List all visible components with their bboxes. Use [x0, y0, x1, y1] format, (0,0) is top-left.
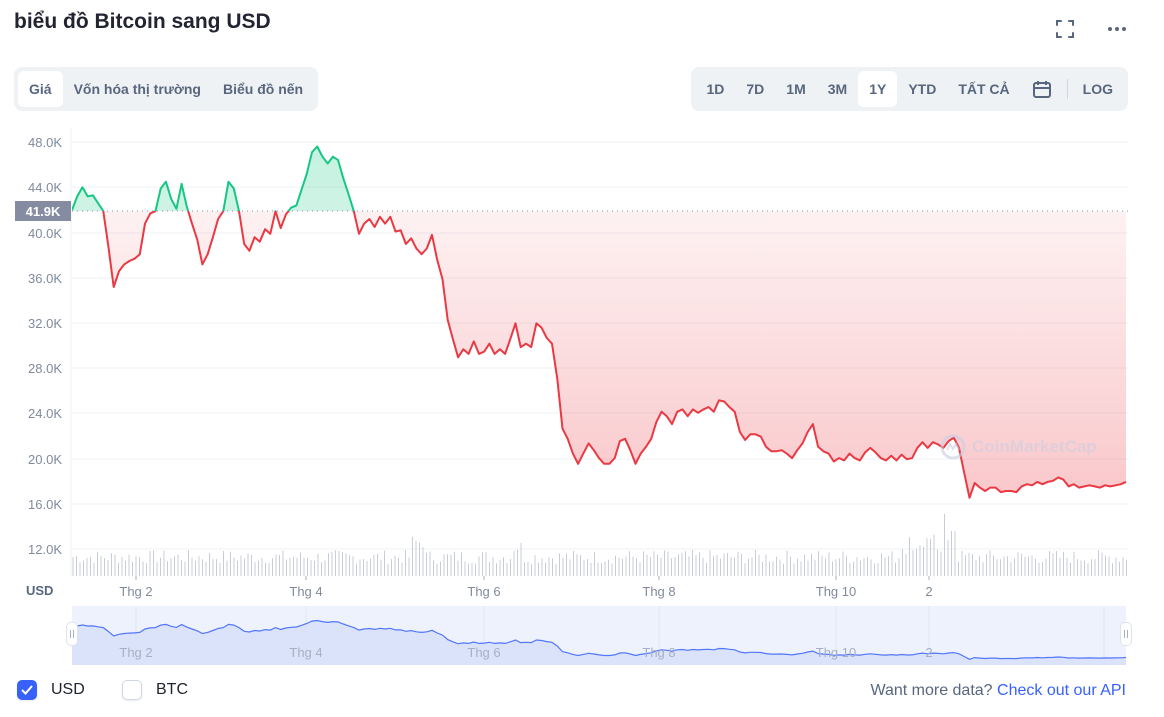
range-1y[interactable]: 1Y	[858, 71, 898, 107]
range-ytd[interactable]: YTD	[908, 81, 937, 97]
btc-checkbox[interactable]	[122, 680, 142, 700]
range-1d[interactable]: 1D	[706, 81, 725, 97]
btc-label: BTC	[156, 681, 188, 698]
x-tick: Thg 4	[289, 584, 323, 599]
usd-checkbox[interactable]	[17, 680, 37, 700]
range-1m[interactable]: 1M	[786, 81, 806, 97]
api-link[interactable]: Check out our API	[997, 682, 1126, 699]
range-all[interactable]: TẤT CẢ	[958, 81, 1010, 97]
range-tabs: 1D 7D 1M 3M 1Y YTD TẤT CẢ LOG	[691, 67, 1128, 111]
navigator-right-handle[interactable]	[1120, 622, 1132, 646]
x-tick: Thg 6	[467, 584, 501, 599]
range-7d[interactable]: 7D	[746, 81, 765, 97]
calendar-icon[interactable]	[1021, 71, 1063, 107]
tab-market-cap[interactable]: Vốn hóa thị trường	[73, 81, 201, 97]
header-actions	[1054, 18, 1128, 40]
navigator-tick: Thg 2	[119, 645, 153, 660]
page-title: biểu đồ Bitcoin sang USD	[14, 10, 271, 33]
coinmarketcap-logo-icon	[940, 434, 966, 460]
navigator-tick: Thg 6	[467, 645, 501, 660]
watermark-text: CoinMarketCap	[972, 437, 1097, 456]
axis-unit-label: USD	[26, 583, 54, 598]
y-tick: 28.0K	[28, 361, 62, 376]
y-tick: 24.0K	[28, 406, 62, 421]
tab-price[interactable]: Giá	[18, 71, 63, 107]
y-tick: 36.0K	[28, 271, 62, 286]
chart-type-tabs: Giá Vốn hóa thị trường Biểu đồ nến	[14, 67, 319, 111]
navigator-tick: 2	[925, 645, 933, 660]
y-tick: 16.0K	[28, 497, 62, 512]
x-tick: Thg 10	[815, 584, 857, 599]
api-prefix: Want more data?	[870, 682, 993, 699]
current-price-tag: 41.9K	[15, 201, 71, 221]
navigator-tick: Thg 8	[642, 645, 676, 660]
check-icon	[21, 685, 33, 695]
navigator-left-handle[interactable]	[66, 622, 78, 646]
y-tick: 44.0K	[28, 180, 62, 195]
api-promo: Want more data? Check out our API	[870, 682, 1126, 700]
x-tick: 2	[925, 584, 933, 599]
legend-usd[interactable]: USD	[17, 680, 85, 700]
x-tick: Thg 8	[642, 584, 676, 599]
more-options-icon[interactable]	[1106, 18, 1128, 40]
watermark: CoinMarketCap	[940, 434, 1097, 460]
divider	[1066, 79, 1068, 99]
tab-candlestick[interactable]: Biểu đồ nến	[223, 81, 304, 97]
range-3m[interactable]: 3M	[827, 81, 848, 97]
y-tick: 48.0K	[28, 135, 62, 150]
y-tick: 32.0K	[28, 316, 62, 331]
x-tick: Thg 2	[119, 584, 153, 599]
navigator-tick: Thg 4	[289, 645, 323, 660]
legend-btc[interactable]: BTC	[122, 680, 188, 700]
y-tick: 40.0K	[28, 226, 62, 241]
log-toggle[interactable]: LOG	[1082, 81, 1113, 97]
navigator-tick: Thg 10	[815, 645, 857, 660]
usd-label: USD	[51, 681, 85, 698]
y-tick: 12.0K	[28, 542, 62, 557]
y-tick: 20.0K	[28, 452, 62, 467]
fullscreen-icon[interactable]	[1054, 18, 1076, 40]
